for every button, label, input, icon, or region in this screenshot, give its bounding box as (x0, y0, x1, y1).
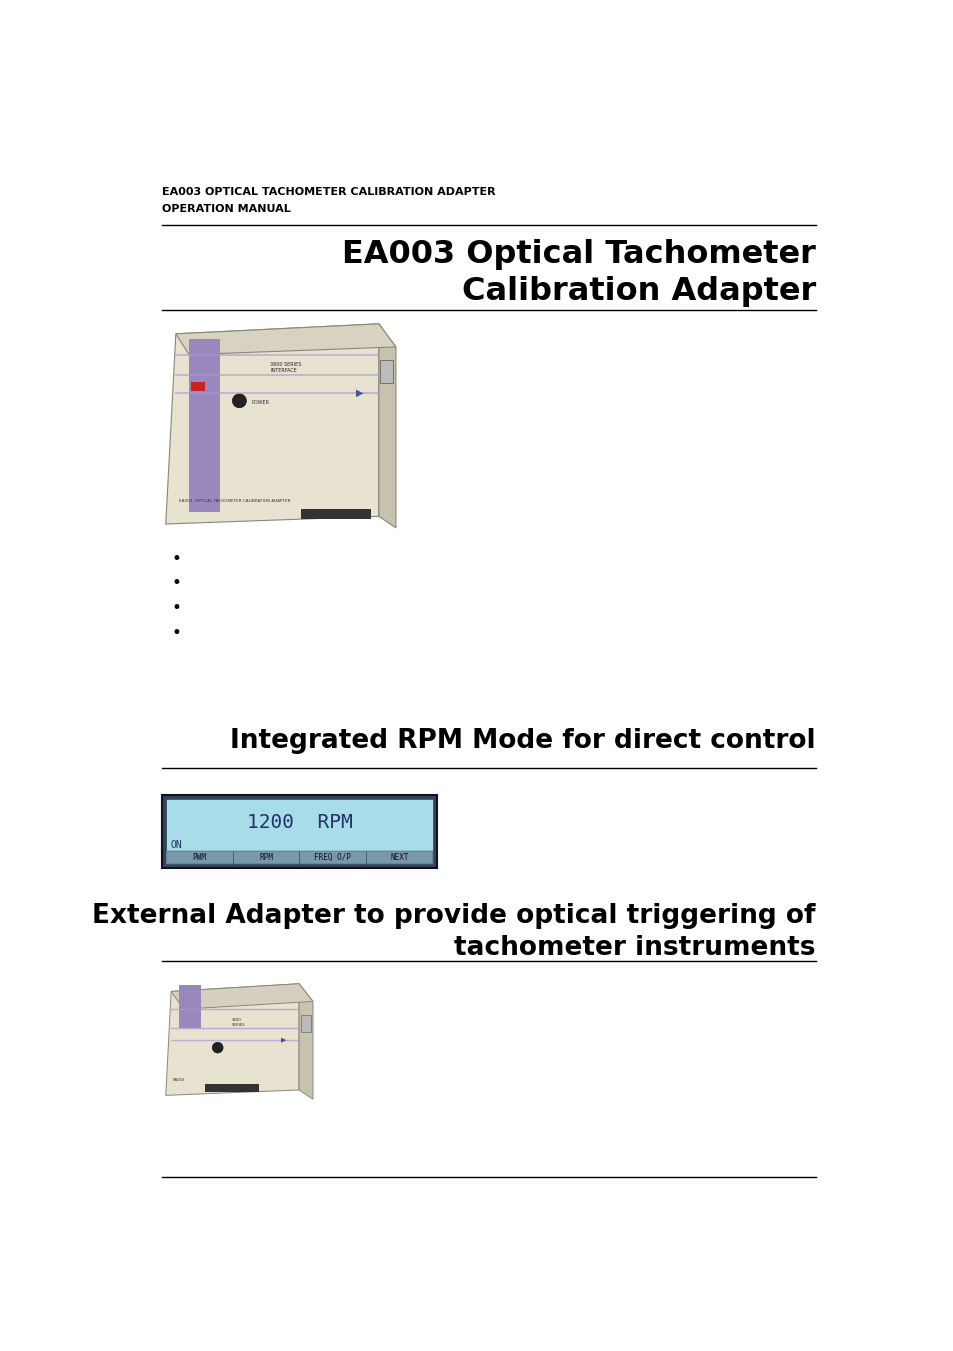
Text: •: • (171, 574, 181, 592)
Text: •: • (171, 550, 181, 567)
Circle shape (212, 1042, 223, 1052)
Text: •: • (171, 598, 181, 617)
Text: OPERATION MANUAL: OPERATION MANUAL (162, 204, 291, 215)
Polygon shape (171, 984, 313, 1009)
Text: 3600
SERIES: 3600 SERIES (232, 1019, 245, 1027)
Bar (301, 509, 371, 519)
Text: EA003 Optical Tachometer
Calibration Adapter: EA003 Optical Tachometer Calibration Ada… (342, 239, 815, 307)
Bar (380, 359, 393, 384)
Polygon shape (378, 324, 395, 528)
Bar (166, 851, 433, 865)
Text: POWER: POWER (251, 400, 269, 405)
Text: EA003 OPTICAL TACHOMETER CALIBRATION ADAPTER: EA003 OPTICAL TACHOMETER CALIBRATION ADA… (162, 186, 495, 197)
Text: NEXT: NEXT (390, 852, 409, 862)
Text: External Adapter to provide optical triggering of
tachometer instruments: External Adapter to provide optical trig… (92, 902, 815, 961)
Text: ▶: ▶ (355, 388, 363, 399)
Bar (162, 794, 436, 869)
Text: ▶: ▶ (280, 1038, 286, 1043)
Polygon shape (166, 324, 378, 524)
Text: EA003  OPTICAL TACHOMETER CALIBRATION ADAPTER: EA003 OPTICAL TACHOMETER CALIBRATION ADA… (179, 499, 290, 503)
Text: •: • (171, 624, 181, 642)
Bar (300, 1016, 311, 1032)
Bar (179, 985, 200, 1028)
Circle shape (233, 394, 246, 408)
Polygon shape (298, 984, 313, 1100)
Bar (166, 798, 433, 865)
Text: 1200  RPM: 1200 RPM (246, 813, 352, 832)
Bar (204, 1084, 258, 1092)
Text: RPM: RPM (259, 852, 273, 862)
Polygon shape (166, 984, 298, 1096)
Polygon shape (175, 324, 395, 354)
Text: 3600 SERIES
INTERFACE: 3600 SERIES INTERFACE (270, 362, 301, 373)
Text: EA003: EA003 (172, 1078, 185, 1082)
Bar (189, 339, 220, 512)
Bar (192, 381, 205, 390)
Text: transmille: transmille (324, 520, 348, 526)
Text: PWM: PWM (193, 852, 206, 862)
Text: transmille: transmille (222, 1093, 241, 1097)
Text: ON: ON (171, 840, 182, 850)
Text: FREQ O/P: FREQ O/P (314, 852, 351, 862)
Text: Integrated RPM Mode for direct control: Integrated RPM Mode for direct control (230, 728, 815, 754)
